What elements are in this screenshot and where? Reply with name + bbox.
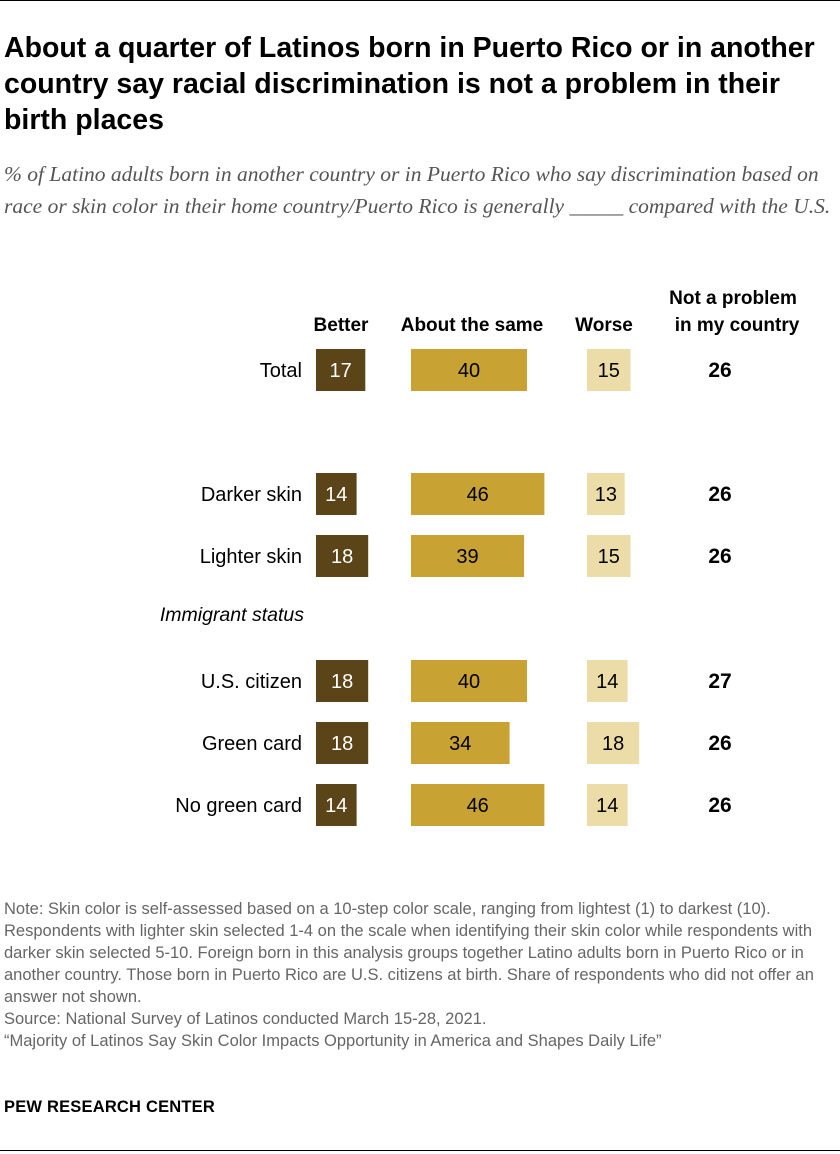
bar-about-the-same-no-green-card: [411, 784, 545, 826]
category-label-total: Total: [260, 360, 302, 382]
category-label-green-card: Green card: [202, 733, 302, 755]
chart-title: About a quarter of Latinos born in Puert…: [4, 32, 815, 136]
bar-better-lighter-skin: [316, 535, 369, 577]
category-label-u-s-citizen: U.S. citizen: [201, 671, 302, 693]
value-label-not-a-problem-lighter-skin: 26: [708, 545, 731, 568]
group-label-immigrant-status: Immigrant status: [160, 604, 304, 626]
value-label-worse-u-s-citizen: 14: [596, 671, 618, 693]
bar-about-the-same-lighter-skin: [411, 535, 525, 577]
value-label-not-a-problem-no-green-card: 26: [708, 794, 731, 817]
value-label-not-a-problem-total: 26: [708, 359, 731, 382]
value-label-about-the-same-lighter-skin: 39: [456, 546, 478, 568]
value-label-about-the-same-darker-skin: 46: [467, 484, 489, 506]
bar-better-no-green-card: [316, 784, 357, 826]
value-label-about-the-same-total: 40: [458, 360, 480, 382]
bar-about-the-same-total: [411, 349, 527, 391]
category-label-no-green-card: No green card: [175, 795, 302, 817]
value-label-about-the-same-green-card: 34: [449, 733, 471, 755]
bar-worse-u-s-citizen: [587, 660, 628, 702]
top-rule: [0, 0, 840, 1]
bar-about-the-same-green-card: [411, 722, 510, 764]
bar-worse-total: [587, 349, 631, 391]
value-label-not-a-problem-green-card: 26: [708, 732, 731, 755]
value-label-better-total: 17: [330, 360, 352, 382]
brand-logo-text: PEW RESEARCH CENTER: [4, 1098, 215, 1116]
bar-worse-lighter-skin: [587, 535, 631, 577]
column-header-not-a-problem-line2: in my country: [675, 315, 800, 336]
bar-worse-darker-skin: [587, 473, 625, 515]
value-label-worse-darker-skin: 13: [595, 484, 617, 506]
value-label-not-a-problem-darker-skin: 26: [708, 483, 731, 506]
note-text: Note: Skin color is self-assessed based …: [4, 900, 814, 1006]
chart-notes: Note: Skin color is self-assessed based …: [4, 898, 838, 1052]
report-title: “Majority of Latinos Say Skin Color Impa…: [4, 1032, 662, 1050]
bar-worse-green-card: [587, 722, 640, 764]
value-label-better-u-s-citizen: 18: [331, 671, 353, 693]
column-header-better: Better: [314, 315, 370, 336]
value-label-worse-lighter-skin: 15: [598, 546, 620, 568]
category-label-darker-skin: Darker skin: [201, 484, 302, 506]
value-label-worse-green-card: 18: [602, 733, 624, 755]
bar-better-u-s-citizen: [316, 660, 369, 702]
bar-better-green-card: [316, 722, 369, 764]
value-label-about-the-same-u-s-citizen: 40: [458, 671, 480, 693]
bar-about-the-same-u-s-citizen: [411, 660, 527, 702]
bottom-rule: [0, 1150, 840, 1151]
bar-worse-no-green-card: [587, 784, 628, 826]
value-label-worse-total: 15: [598, 360, 620, 382]
value-label-worse-no-green-card: 14: [596, 795, 618, 817]
bar-better-total: [316, 349, 366, 391]
column-header-worse: Worse: [575, 315, 633, 336]
category-label-lighter-skin: Lighter skin: [200, 546, 302, 568]
value-label-about-the-same-no-green-card: 46: [467, 795, 489, 817]
value-label-better-no-green-card: 14: [325, 795, 347, 817]
value-label-better-darker-skin: 14: [325, 484, 347, 506]
chart-subtitle: % of Latino adults born in another count…: [4, 162, 831, 218]
bar-better-darker-skin: [316, 473, 357, 515]
value-label-better-green-card: 18: [331, 733, 353, 755]
column-header-not-a-problem-line1: Not a problem: [669, 288, 797, 309]
bar-chart: Better About the same Worse Not a problem in…: [160, 288, 800, 826]
source-text: Source: National Survey of Latinos condu…: [4, 1010, 487, 1028]
value-label-not-a-problem-u-s-citizen: 27: [708, 670, 731, 693]
value-label-better-lighter-skin: 18: [331, 546, 353, 568]
bar-about-the-same-darker-skin: [411, 473, 545, 515]
column-header-about-the-same: About the same: [401, 315, 544, 336]
